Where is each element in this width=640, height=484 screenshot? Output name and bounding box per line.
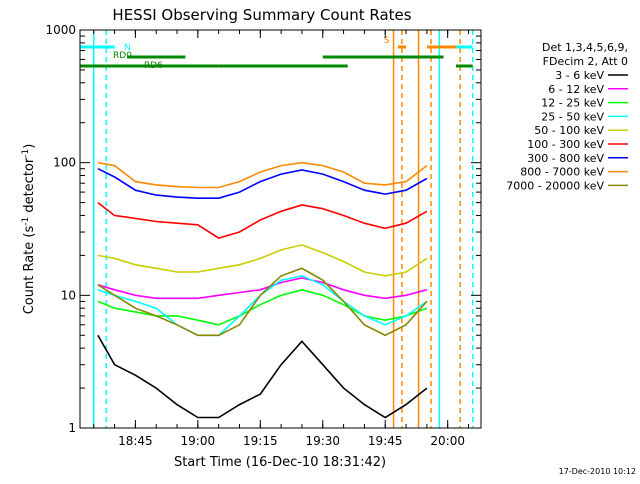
y-axis: 1 10 100 1000: [45, 23, 481, 435]
y-axis-label-main: Count Rate (s: [22, 226, 37, 315]
y-axis-label: Count Rate (s-1 detector-1): [21, 144, 37, 315]
series-line-6: [97, 201, 428, 239]
flag-label-3: RD6: [144, 61, 163, 71]
legend-label-1: 3 - 6 keV: [555, 69, 604, 82]
series-line-9: [97, 267, 428, 337]
y-tick-label: 1000: [45, 23, 76, 37]
legend-label-2: 6 - 12 keV: [548, 83, 604, 96]
x-tick-label: 19:15: [243, 434, 278, 448]
legend-label-3: 12 - 25 keV: [541, 97, 604, 110]
y-axis-label-sup2: -1: [21, 149, 31, 158]
series-line-3: [97, 288, 428, 326]
legend: Det 1,3,4,5,6,9, FDecim 2, Att 0 3 - 6 k…: [506, 41, 628, 192]
x-tick-label: 19:45: [368, 434, 403, 448]
legend-label-5: 50 - 100 keV: [534, 124, 604, 137]
legend-label-4: 25 - 50 keV: [541, 110, 604, 123]
series-line-5: [97, 244, 428, 277]
flag-label-2: RD0: [113, 51, 132, 61]
series-line-2: [97, 277, 428, 300]
x-axis: 18:45 19:00 19:15 19:30 19:45 20:00: [93, 30, 470, 448]
series-line-8: [97, 161, 428, 189]
series-line-4: [97, 275, 428, 337]
legend-label-6: 100 - 300 keV: [527, 138, 604, 151]
legend-label-7: 300 - 800 keV: [527, 152, 604, 165]
y-tick-label: 1: [68, 421, 76, 435]
y-tick-label: 10: [61, 288, 76, 302]
legend-header-line-1: Det 1,3,4,5,6,9,: [542, 41, 628, 54]
x-tick-label: 19:30: [305, 434, 340, 448]
y-tick-label: 100: [53, 156, 76, 170]
y-axis-label-end: ): [22, 144, 37, 149]
flag-label-1: N: [124, 43, 131, 53]
legend-label-9: 7000 - 20000 keV: [506, 179, 604, 192]
x-tick-label: 19:00: [181, 434, 216, 448]
chart-title: HESSI Observing Summary Count Rates: [112, 6, 411, 24]
y-axis-label-sup1: -1: [21, 217, 31, 226]
y-axis-label-mid: detector: [22, 157, 37, 217]
x-tick-label: 18:45: [118, 434, 153, 448]
flag-label-4: S: [384, 36, 390, 46]
series-line-1: [97, 334, 428, 419]
plot-frame: [79, 29, 482, 429]
timestamp: 17-Dec-2010 10:12: [559, 467, 636, 476]
x-axis-label: Start Time (16-Dec-10 18:31:42): [174, 455, 386, 470]
series-line-7: [97, 167, 428, 199]
x-tick-label: 20:00: [430, 434, 465, 448]
legend-header-line-2: FDecim 2, Att 0: [543, 55, 628, 68]
legend-label-8: 800 - 7000 keV: [520, 166, 604, 179]
